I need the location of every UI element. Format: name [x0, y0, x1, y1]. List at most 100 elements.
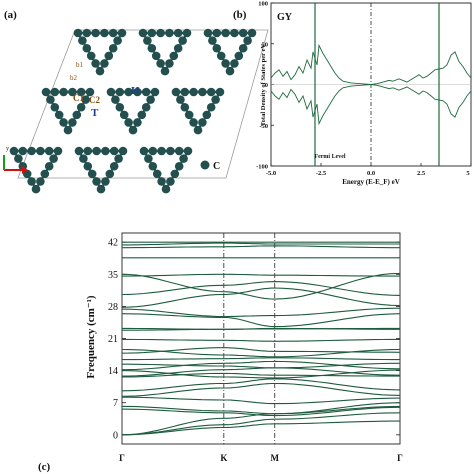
dos-xtick-label: 0.0 — [367, 170, 375, 177]
carbon-atom — [225, 66, 235, 76]
panel-c-label: (c) — [38, 461, 51, 473]
carbon-atom — [49, 154, 58, 163]
panel-b-label: (b) — [233, 9, 247, 21]
carbon-atom — [128, 125, 138, 135]
phonon-band — [121, 382, 401, 397]
carbon-atom — [160, 66, 170, 76]
carbon-atom — [68, 87, 77, 97]
carbon-atom — [50, 102, 60, 112]
carbon-atom — [147, 28, 157, 38]
carbon-atom — [133, 87, 142, 97]
site-label-c1: C1 — [73, 93, 84, 103]
phonon-band — [121, 281, 401, 296]
carbon-atom — [83, 161, 93, 171]
carbon-atom — [208, 36, 217, 45]
phonon-band — [122, 396, 401, 405]
carbon-atom — [156, 59, 165, 68]
carbon-atom — [206, 102, 216, 112]
carbon-atom — [161, 184, 171, 194]
dos-xtick-label: 2.5 — [417, 170, 426, 177]
carbon-atom — [182, 28, 192, 38]
phonon-band — [121, 412, 401, 436]
dos-curves — [270, 3, 472, 166]
carbon-atom — [183, 146, 193, 156]
phonon-band — [121, 313, 401, 328]
band-ytick-label: 42 — [108, 238, 118, 249]
carbon-atom — [91, 59, 100, 68]
carbon-atom — [193, 125, 203, 135]
carbon-atom — [243, 36, 252, 45]
phonon-band — [121, 272, 401, 300]
carbon-atom — [173, 28, 183, 38]
band-ytick-label: 7 — [113, 398, 118, 409]
dos-ylabel: Total Density of States per eV — [260, 44, 267, 126]
carbon-atom — [92, 177, 101, 186]
phonon-band — [122, 357, 400, 361]
carbon-atom — [221, 28, 230, 38]
carbon-atom — [133, 118, 142, 127]
panel-c: (c) 0 7 14 21 28 35 42 Γ K M Γ Frequency (cm⁻¹) — [38, 232, 403, 473]
carbon-atom — [101, 146, 110, 156]
carbon-atom — [156, 28, 165, 38]
carbon-atom — [106, 87, 116, 97]
phonon-band — [121, 307, 401, 318]
carbon-atom — [83, 146, 93, 156]
band-xtick-label: M — [270, 453, 279, 463]
dos-xtick-label: 5 — [466, 170, 470, 177]
carbon-atom — [141, 102, 151, 112]
carbon-atom — [111, 95, 120, 104]
band-curves — [121, 233, 401, 444]
carbon-atom — [82, 43, 92, 53]
carbon-atom — [105, 169, 115, 179]
carbon-atom — [238, 28, 248, 38]
panel-a: (a) y H T C1 C2 b1 b2 C — [3, 9, 269, 194]
carbon-atom — [151, 51, 161, 61]
carbon-atom — [36, 146, 45, 156]
carbon-atom — [212, 28, 222, 38]
carbon-atom — [230, 28, 239, 38]
carbon-atom — [59, 118, 68, 127]
carbon-atom — [31, 184, 41, 194]
carbon-atom — [147, 43, 157, 53]
dos-ytick-label: 100 — [258, 1, 268, 8]
unit-cell-outline — [17, 29, 269, 179]
band-xtick-label: K — [220, 453, 227, 463]
carbon-atom — [115, 102, 125, 112]
carbon-atom — [73, 28, 83, 38]
carbon-atom — [87, 169, 97, 179]
dos-xtick-label: -2.5 — [316, 170, 327, 177]
carbon-atom — [9, 146, 19, 156]
carbon-atom — [144, 154, 153, 163]
carbon-atom — [108, 43, 118, 53]
carbon-atom — [202, 110, 212, 120]
carbon-atom — [216, 51, 226, 61]
carbon-atom — [100, 28, 109, 38]
carbon-atom — [165, 28, 174, 38]
dos-ytick-label: 50 — [262, 41, 269, 48]
carbon-atom — [76, 87, 86, 97]
carbon-atom — [171, 87, 181, 97]
carbon-atom — [18, 146, 28, 156]
carbon-atom — [63, 125, 73, 135]
carbon-atom — [109, 161, 119, 171]
carbon-atom — [27, 177, 36, 186]
carbon-atom — [230, 59, 239, 68]
dos-spin-down-line — [270, 84, 472, 126]
carbon-atom — [91, 28, 100, 38]
site-label-b2: b2 — [70, 74, 78, 82]
carbon-atom — [141, 87, 151, 97]
site-label-t: T — [91, 107, 99, 119]
carbon-atom — [157, 146, 166, 156]
carbon-atom — [179, 154, 188, 163]
carbon-atom — [138, 28, 148, 38]
carbon-atom — [221, 59, 230, 68]
dos-title: GY — [277, 12, 293, 23]
carbon-atom — [92, 146, 101, 156]
band-ytick-label: 28 — [108, 302, 118, 313]
y-axis-label: y — [6, 146, 9, 152]
band-xtick-label: Γ — [119, 453, 125, 463]
carbon-atom — [189, 118, 198, 127]
carbon-atom — [72, 110, 82, 120]
carbon-atom — [14, 154, 23, 163]
